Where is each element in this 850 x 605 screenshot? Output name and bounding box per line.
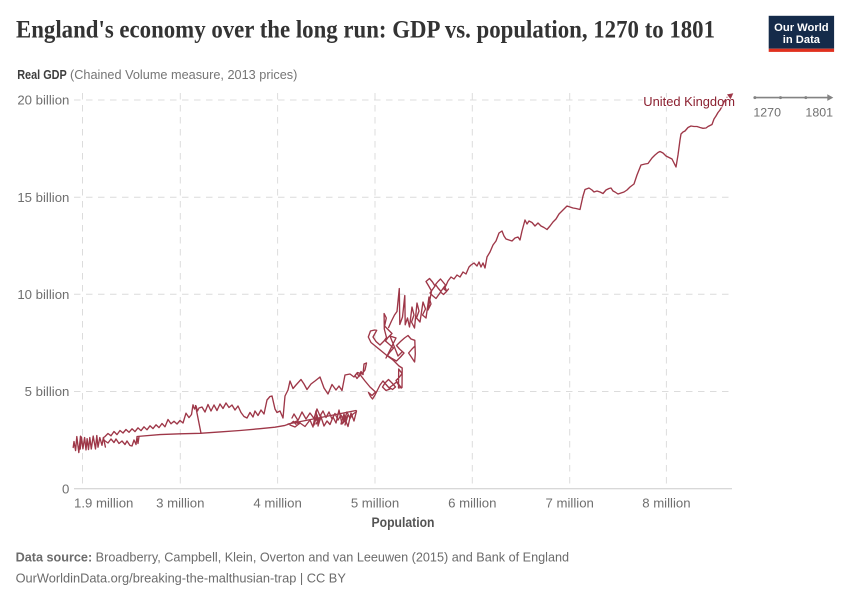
svg-text:1801: 1801 [805,106,833,120]
svg-text:7 million: 7 million [546,496,594,511]
svg-text:6 million: 6 million [448,496,496,511]
svg-text:1270: 1270 [753,106,781,120]
svg-text:England's economy over the lon: England's economy over the long run: GDP… [16,16,715,43]
svg-text:1.9 million: 1.9 million [74,496,133,511]
svg-text:8 million: 8 million [642,496,690,511]
svg-text:3 million: 3 million [156,496,204,511]
svg-text:10 billion: 10 billion [17,287,69,302]
svg-text:Our World: Our World [774,22,829,34]
svg-text:Population: Population [372,515,435,530]
svg-text:5 million: 5 million [351,496,399,511]
svg-text:20 billion: 20 billion [17,93,69,108]
svg-text:Real GDP(Chained Volume measur: Real GDP (Chained Volume measure, 2013 pr… [17,67,297,82]
svg-text:in Data: in Data [783,34,821,46]
svg-text:15 billion: 15 billion [17,190,69,205]
svg-text:4 million: 4 million [253,496,301,511]
svg-text:Data source: Broadberry, Campb: Data source: Broadberry, Campbell, Klein… [16,551,569,565]
svg-text:OurWorldinData.org/breaking-th: OurWorldinData.org/breaking-the-malthusi… [16,571,347,586]
svg-text:5 billion: 5 billion [25,384,70,399]
svg-text:0: 0 [62,481,69,496]
svg-text:United Kingdom: United Kingdom [643,94,735,109]
